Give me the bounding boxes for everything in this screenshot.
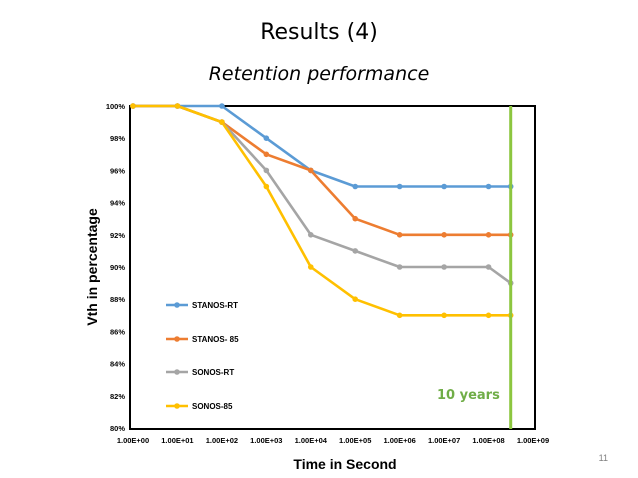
slide-subtitle: Retention performance	[208, 63, 430, 85]
data-point	[307, 167, 314, 174]
y-tick-label: 90%	[110, 263, 125, 272]
data-point	[263, 167, 270, 174]
data-point	[174, 103, 181, 109]
y-tick-label: 86%	[110, 327, 125, 336]
x-tick-label: 1.00E+02	[206, 436, 238, 445]
data-point	[396, 264, 403, 270]
data-point	[441, 183, 447, 190]
ten-year-annotation: 10 years	[437, 388, 500, 403]
x-axis-ticks: 1.00E+00 1.00E+01 1.00E+02 1.00E+03 1.00E+04…	[117, 436, 549, 445]
x-tick-label: 1.00E+08	[472, 436, 504, 445]
legend-label: STANOS- 85	[192, 335, 239, 344]
data-point	[352, 215, 359, 222]
series-lines	[133, 104, 512, 317]
data-point	[263, 183, 270, 190]
x-tick-label: 1.00E+06	[384, 436, 416, 445]
y-tick-label: 100%	[106, 102, 126, 111]
y-axis-label: Vth in percentage	[84, 208, 100, 326]
data-point	[485, 183, 492, 190]
y-tick-label: 82%	[110, 392, 125, 401]
data-point	[441, 232, 447, 238]
data-point	[396, 232, 403, 238]
data-point	[352, 296, 359, 303]
legend-swatch-marker	[174, 369, 180, 375]
legend-label: SONOS-RT	[192, 368, 234, 377]
data-point	[130, 103, 136, 109]
x-tick-label: 1.00E+04	[295, 436, 328, 445]
data-point	[441, 312, 447, 319]
data-point	[352, 248, 359, 254]
data-point	[485, 232, 492, 238]
series-line-3	[133, 104, 511, 317]
data-point	[219, 119, 225, 125]
data-point	[307, 264, 314, 270]
y-tick-label: 84%	[110, 360, 125, 369]
legend-swatch-marker	[174, 403, 180, 409]
page-number: 11	[598, 453, 608, 463]
data-point	[263, 135, 270, 141]
data-point	[441, 264, 447, 270]
x-tick-label: 1.00E+09	[517, 436, 549, 445]
x-tick-label: 1.00E+05	[339, 436, 371, 445]
x-tick-label: 1.00E+03	[250, 436, 282, 445]
plot-area-frame	[129, 105, 536, 430]
x-tick-label: 1.00E+00	[117, 436, 149, 445]
data-point	[307, 232, 314, 238]
legend-label: SONOS-85	[192, 402, 233, 411]
legend-swatch-marker	[174, 336, 180, 342]
x-tick-label: 1.00E+01	[161, 436, 193, 445]
y-tick-label: 80%	[110, 424, 125, 433]
series-line-1	[133, 104, 511, 237]
y-tick-label: 98%	[110, 134, 125, 143]
legend-swatch-marker	[174, 302, 180, 308]
series-line-2	[133, 104, 512, 285]
x-tick-label: 1.00E+07	[428, 436, 460, 445]
legend: STANOS-RT STANOS- 85 SONOS-RT SONOS-85	[166, 301, 239, 411]
data-point	[219, 103, 225, 109]
y-tick-label: 96%	[110, 166, 125, 175]
legend-label: STANOS-RT	[192, 301, 238, 310]
y-axis-ticks: 80% 82% 84% 86% 88% 90% 92% 94% 96% 98% 100%	[106, 102, 126, 433]
data-point	[396, 312, 403, 319]
data-point	[263, 151, 270, 158]
y-tick-label: 94%	[110, 199, 125, 208]
series-markers	[130, 103, 514, 319]
y-tick-label: 92%	[110, 231, 125, 240]
series-line-0	[133, 104, 511, 188]
x-axis-label: Time in Second	[293, 456, 396, 472]
data-point	[396, 183, 403, 190]
data-point	[352, 183, 359, 190]
y-tick-label: 88%	[110, 295, 125, 304]
slide-title: Results (4)	[260, 20, 378, 45]
data-point	[485, 312, 492, 319]
data-point	[485, 264, 492, 270]
